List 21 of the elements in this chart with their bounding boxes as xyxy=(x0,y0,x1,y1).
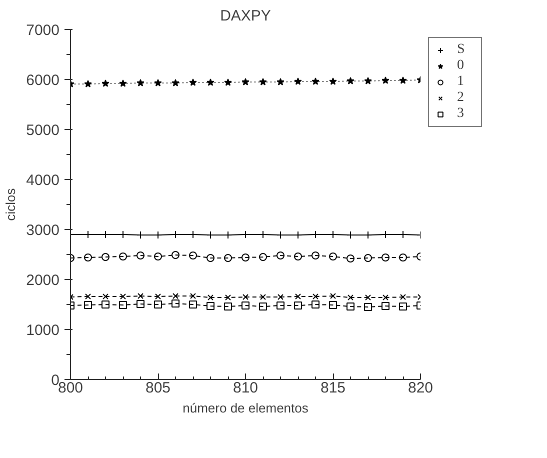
x-axis-title: número de elementos xyxy=(182,400,309,416)
y-tick-label: 2000 xyxy=(26,272,60,289)
chart-title: DAXPY xyxy=(220,8,271,24)
y-tick-label: 4000 xyxy=(26,172,60,189)
y-axis-title: ciclos xyxy=(3,188,18,221)
y-tick-label: 5000 xyxy=(26,122,60,139)
x-tick-label: 805 xyxy=(145,380,171,396)
legend-label: 2 xyxy=(457,90,465,106)
y-tick-label: 1000 xyxy=(26,322,60,339)
legend-label: 0 xyxy=(457,58,465,74)
y-tick-label: 0 xyxy=(51,372,60,389)
legend-label: S xyxy=(457,42,466,58)
x-tick-label: 800 xyxy=(58,380,84,396)
x-tick-label: 815 xyxy=(320,380,346,396)
legend-label: 1 xyxy=(457,74,465,90)
x-tick-label: 810 xyxy=(232,380,258,396)
y-tick-label: 6000 xyxy=(26,72,60,89)
y-tick-label: 7000 xyxy=(26,22,60,39)
x-tick-label: 820 xyxy=(408,380,434,396)
y-tick-label: 3000 xyxy=(26,222,60,239)
legend-label: 3 xyxy=(457,106,465,122)
